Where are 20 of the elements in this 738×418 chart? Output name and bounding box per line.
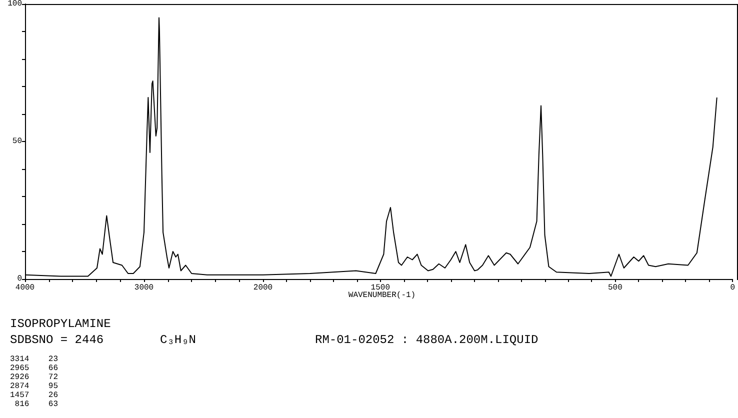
text: 2965 66	[10, 364, 58, 373]
text: 1457 26	[10, 391, 58, 400]
x-axis-title: WAVENUMBER(-1)	[347, 291, 417, 300]
text: 816 63	[14, 400, 58, 409]
text: 3314 23	[10, 355, 58, 364]
x-tick-label: 4000	[15, 284, 35, 292]
x-tick-label: 1500	[370, 284, 390, 292]
text: 2926 72	[10, 373, 58, 382]
x-tick-label: 3000	[134, 284, 154, 292]
x-tick-label: 2000	[253, 284, 273, 292]
text: 2874 95	[10, 382, 58, 391]
text: ISOPROPYLAMINE	[10, 317, 111, 331]
y-tick-label: 50	[12, 137, 22, 146]
text: RM-01-02052 : 4880A.200M.LIQUID	[315, 333, 538, 347]
text: SDBSNO = 2446	[10, 333, 104, 347]
y-tick-label: 100	[8, 0, 22, 8]
y-tick-label: 0	[17, 274, 22, 284]
text: C₃H₉N	[160, 333, 196, 347]
x-tick-label: 500	[608, 284, 623, 292]
x-tick-label: 0	[730, 284, 736, 292]
